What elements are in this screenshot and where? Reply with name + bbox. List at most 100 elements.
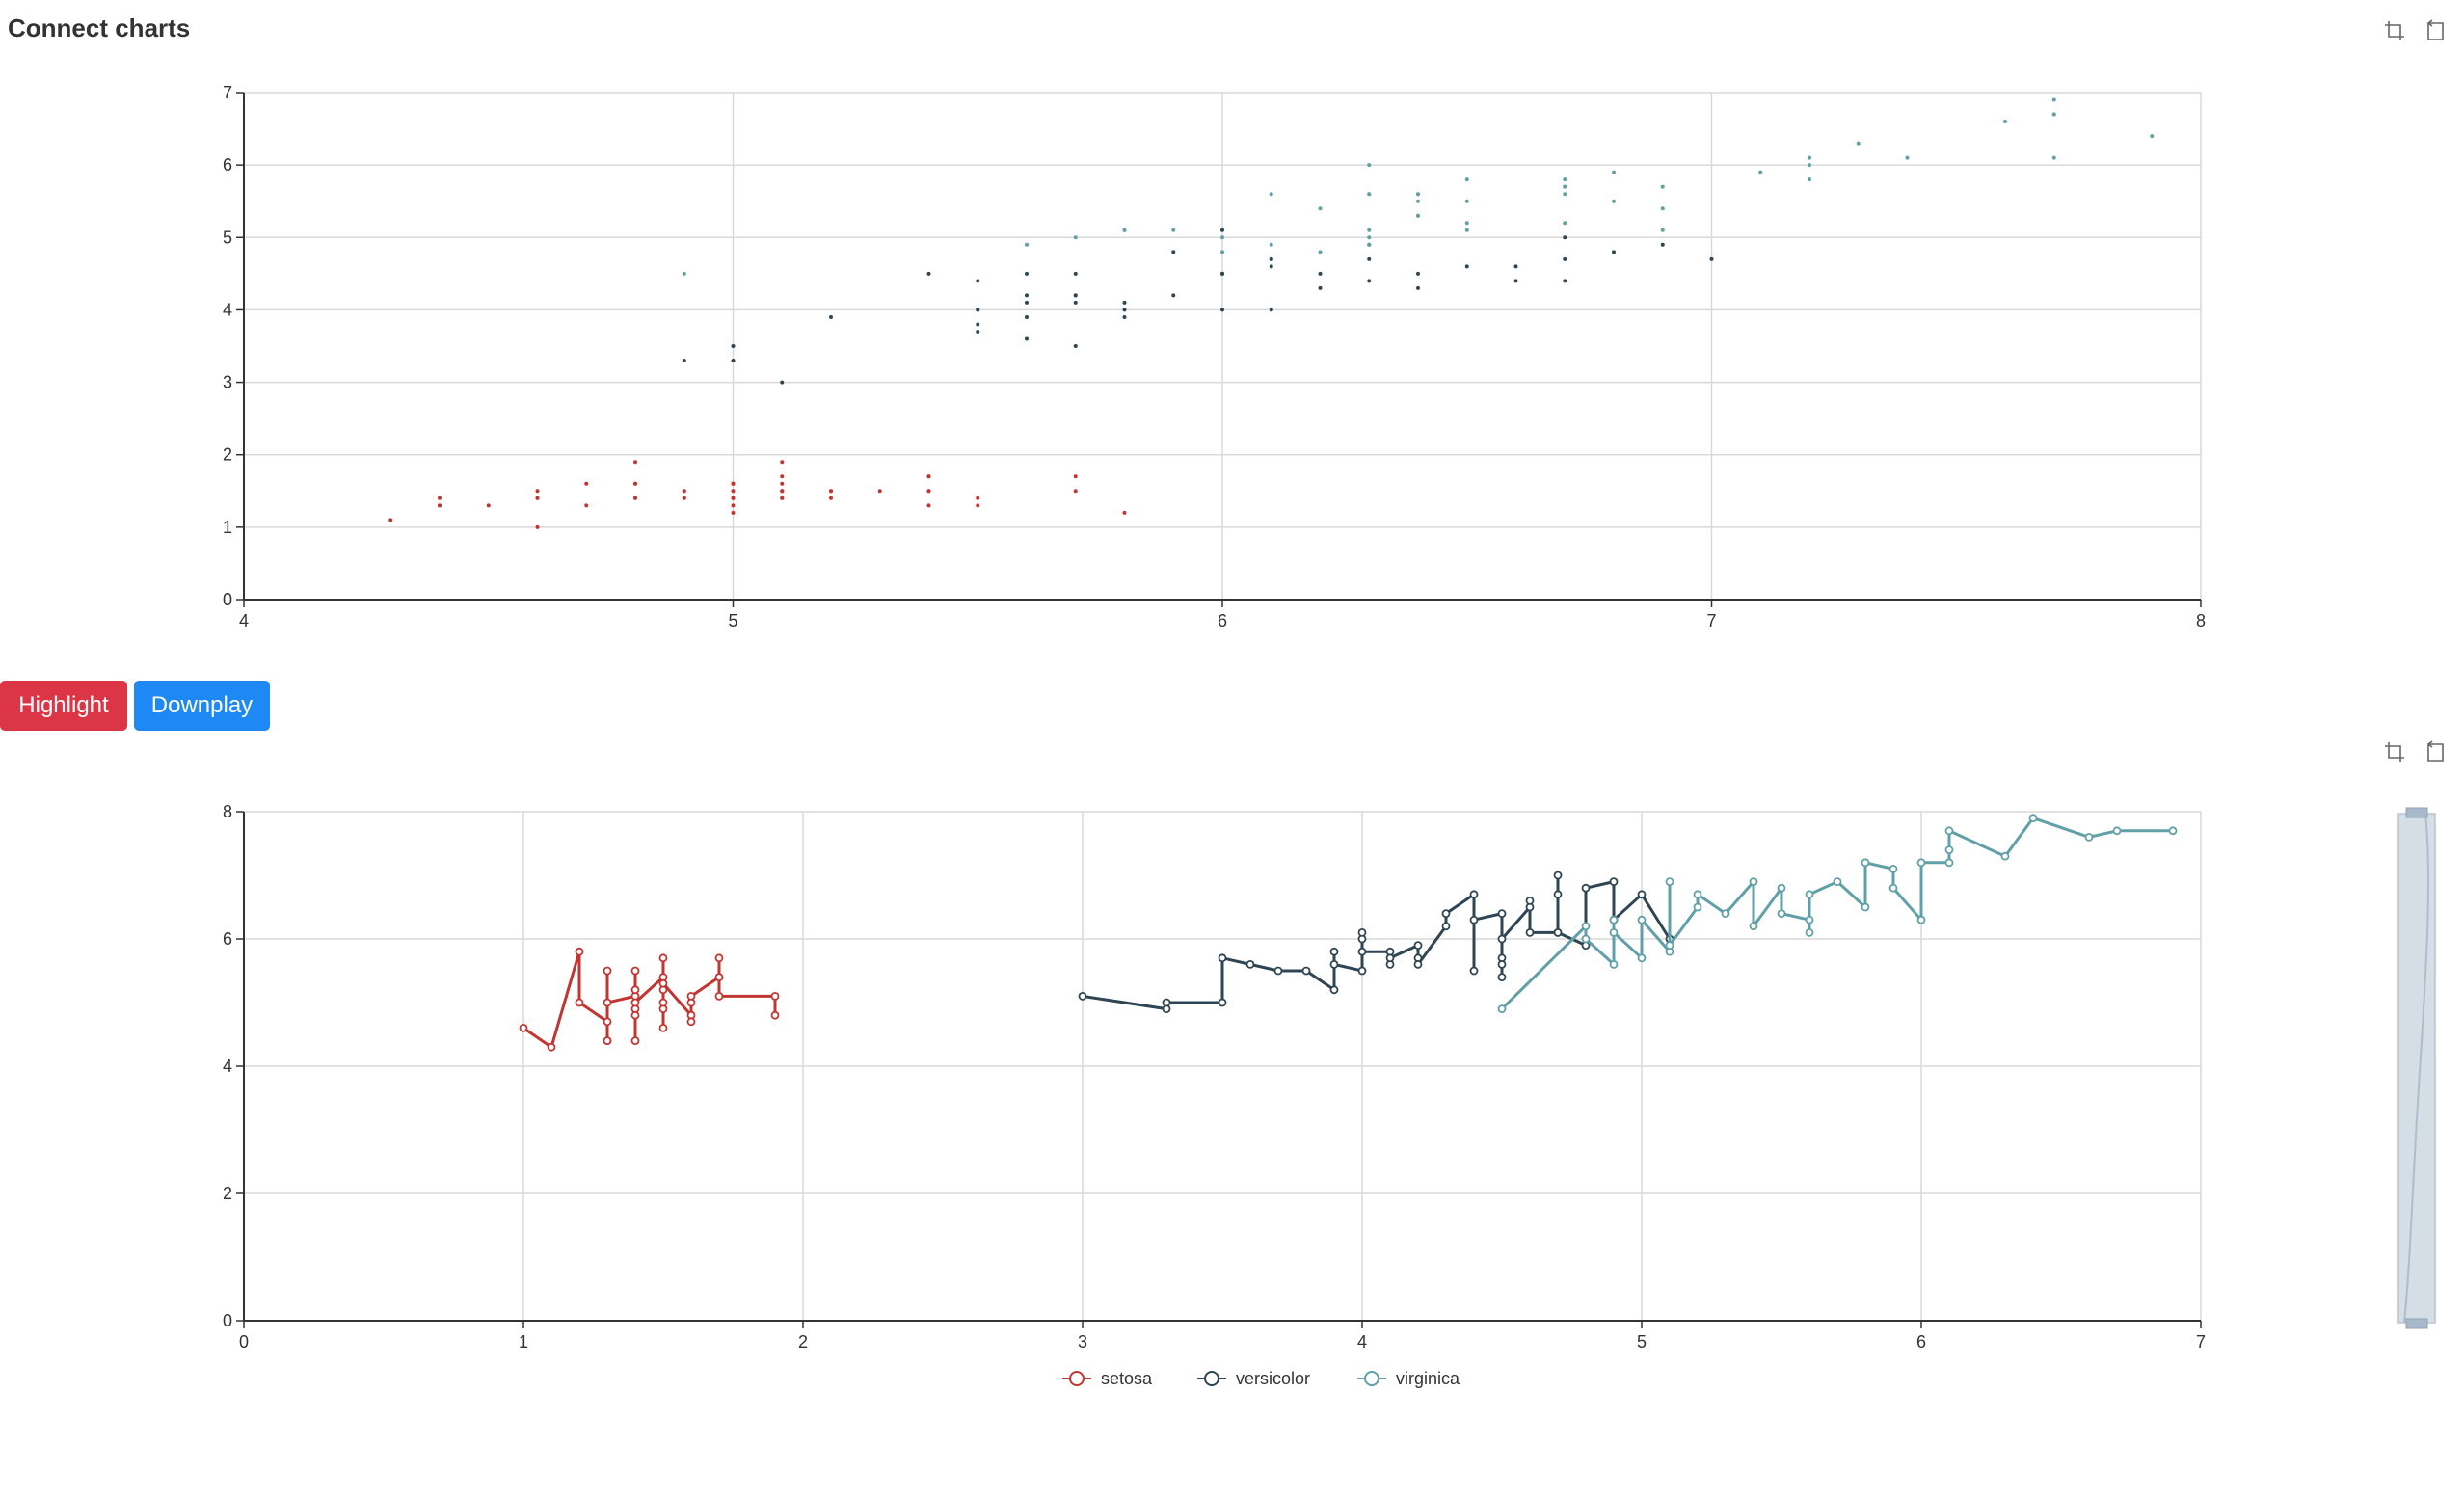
y-tick-label: 6 (223, 929, 232, 949)
data-point (731, 344, 736, 348)
highlight-button[interactable]: Highlight (0, 681, 127, 731)
legend-label: setosa (1101, 1369, 1153, 1388)
data-point (1637, 953, 1647, 963)
data-point (1220, 235, 1224, 240)
data-point (1612, 199, 1616, 203)
data-point (731, 496, 736, 500)
data-point (1122, 510, 1127, 515)
data-point (1385, 953, 1395, 963)
data-zoom-icon[interactable] (2383, 740, 2406, 763)
data-point (1416, 213, 1420, 218)
data-point (1269, 242, 1273, 247)
scatter-chart[interactable]: 0 1 2 3 4 5 6 7 4 5 6 7 8 (0, 0, 2464, 675)
data-point (1122, 308, 1127, 312)
data-point (1721, 909, 1730, 919)
legend-item-virginica[interactable]: virginica (1357, 1369, 1460, 1388)
data-point (829, 496, 833, 500)
downplay-button[interactable]: Downplay (134, 681, 270, 731)
data-point (1073, 474, 1078, 479)
x-tick-label: 1 (519, 1332, 528, 1352)
data-point (731, 510, 736, 515)
data-point (1469, 966, 1479, 976)
line-chart[interactable]: 0 2 4 6 8 0 1 2 3 4 5 6 7 setosa versicolor virginica (0, 771, 2464, 1465)
data-point (1563, 192, 1567, 197)
x-tick-label: 2 (798, 1332, 808, 1352)
data-point (1464, 221, 1469, 226)
datazoom-slider[interactable] (2397, 807, 2436, 1329)
data-point (1122, 314, 1127, 319)
data-point (633, 481, 637, 486)
data-point (926, 489, 931, 494)
data-point (1637, 915, 1647, 924)
data-point (633, 460, 637, 465)
data-point (1464, 177, 1469, 182)
data-point (1563, 256, 1567, 261)
legend-item-setosa[interactable]: setosa (1062, 1369, 1153, 1388)
data-point (829, 314, 833, 319)
data-point (1416, 271, 1420, 276)
data-point (1073, 489, 1078, 494)
data-point (686, 1017, 696, 1027)
data-point (1525, 927, 1535, 937)
data-point (1581, 922, 1591, 931)
data-point (1553, 890, 1563, 899)
data-point (1269, 192, 1273, 197)
y-tick-label: 1 (223, 518, 232, 537)
data-point (1861, 858, 1870, 868)
data-point (1469, 890, 1479, 899)
data-point (1273, 966, 1283, 976)
data-point (603, 1017, 612, 1027)
x-tick-label: 6 (1218, 611, 1227, 630)
data-point (1758, 170, 1763, 174)
data-point (780, 460, 785, 465)
data-point (1709, 256, 1714, 261)
data-point (1944, 845, 1954, 854)
data-point (603, 1036, 612, 1046)
data-point (1888, 883, 1898, 893)
data-point (1269, 256, 1273, 261)
x-tick-label: 6 (1916, 1332, 1926, 1352)
data-point (1367, 163, 1372, 168)
data-point (1777, 909, 1786, 919)
y-tick-label: 2 (223, 1184, 232, 1203)
data-point (1609, 915, 1619, 924)
legend-label: versicolor (1236, 1369, 1310, 1388)
data-point (630, 966, 640, 976)
data-point (1497, 934, 1507, 944)
data-point (1563, 184, 1567, 189)
legend-item-versicolor[interactable]: versicolor (1197, 1369, 1310, 1388)
data-point (1416, 285, 1420, 290)
data-point (1025, 271, 1029, 276)
data-point (1025, 293, 1029, 298)
data-point (658, 998, 668, 1007)
data-point (1944, 858, 1954, 868)
data-zoom-icon[interactable] (2383, 19, 2406, 42)
datazoom-handle-bottom (2405, 1318, 2428, 1329)
restore-icon[interactable] (2424, 740, 2447, 763)
data-point (976, 496, 980, 500)
series-versicolor (682, 228, 1714, 385)
x-tick-label: 5 (1637, 1332, 1647, 1352)
data-point (1612, 250, 1616, 254)
data-point (1220, 228, 1224, 232)
data-point (976, 329, 980, 334)
data-point (1553, 927, 1563, 937)
data-point (1367, 279, 1372, 283)
data-point (731, 489, 736, 494)
data-point (682, 496, 686, 500)
data-point (2000, 851, 2010, 861)
data-point (1441, 909, 1451, 919)
y-tick-label: 8 (223, 802, 232, 821)
data-point (438, 503, 442, 508)
restore-icon[interactable] (2424, 19, 2447, 42)
data-point (1025, 300, 1029, 305)
data-point (1367, 242, 1372, 247)
y-tick-label: 6 (223, 155, 232, 174)
data-point (658, 953, 668, 963)
series-virginica (682, 97, 2155, 276)
y-tick-label: 2 (223, 445, 232, 465)
data-point (1916, 858, 1926, 868)
data-point (1367, 256, 1372, 261)
data-point (1073, 235, 1078, 240)
y-tick-label: 5 (223, 228, 232, 247)
